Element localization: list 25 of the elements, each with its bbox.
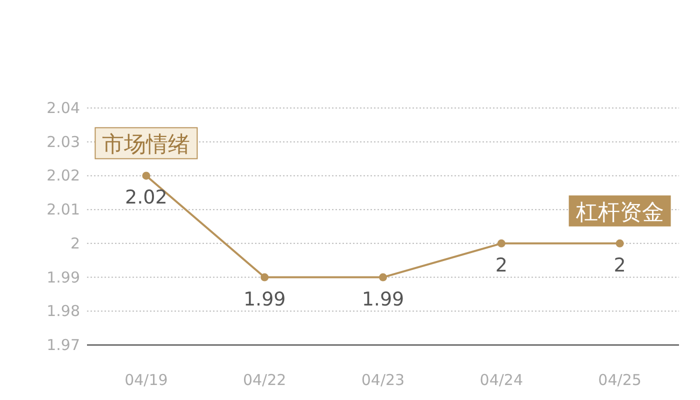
data-label: 1.99 (362, 288, 404, 310)
point (497, 239, 506, 248)
point (616, 239, 624, 248)
x-tick-label: 04/23 (361, 371, 405, 389)
y-tick-label: 2 (70, 234, 80, 252)
data-label: 2 (495, 254, 508, 276)
data-label: 2 (614, 254, 626, 276)
x-tick-label: 04/24 (480, 371, 524, 389)
point (142, 172, 150, 180)
annotation: 杠杆资金 (574, 200, 664, 226)
x-tick-label: 04/25 (598, 371, 642, 389)
y-tick-label: 2.04 (46, 99, 80, 117)
point (379, 273, 387, 282)
x-tick-label: 04/19 (124, 371, 168, 389)
y-tick-label: 2.03 (46, 132, 80, 151)
y-tick-label: 1.99 (46, 268, 80, 286)
data-label: 2.02 (125, 186, 168, 209)
point (260, 273, 269, 282)
y-tick-label: 1.97 (46, 336, 80, 354)
data-label: 1.99 (243, 288, 286, 310)
x-tick-label: 04/22 (242, 371, 286, 389)
y-tick-label: 1.98 (46, 302, 80, 320)
y-tick-label: 2.02 (46, 166, 80, 185)
annotation: 市场情绪 (102, 132, 190, 158)
y-tick-label: 2.01 (46, 200, 80, 219)
